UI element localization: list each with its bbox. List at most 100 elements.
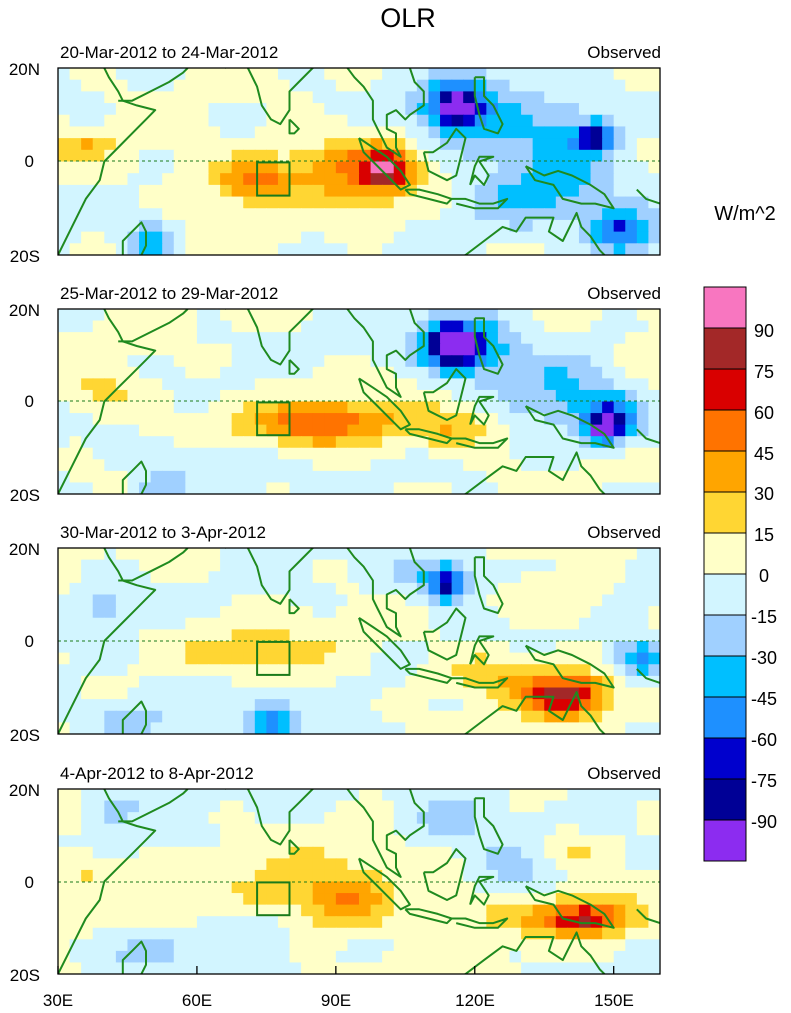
olr-cell — [301, 582, 314, 596]
olr-cell — [266, 869, 279, 883]
olr-cell — [208, 962, 221, 974]
olr-cell — [475, 734, 487, 746]
olr-cell — [231, 904, 244, 917]
olr-cell — [567, 332, 580, 345]
olr-cell — [173, 962, 186, 974]
olr-cell — [266, 320, 279, 333]
olr-cell — [92, 939, 105, 952]
olr-cell — [440, 114, 453, 128]
olr-cell — [301, 846, 314, 859]
olr-cell — [312, 846, 325, 859]
olr-cell — [613, 243, 626, 255]
olr-cell — [208, 687, 221, 700]
olr-cell — [544, 436, 557, 449]
olr-cell — [578, 722, 592, 734]
olr-cell — [544, 138, 557, 151]
olr-cell — [266, 447, 279, 460]
olr-cell — [162, 401, 175, 414]
olr-cell — [104, 255, 116, 267]
olr-cell — [173, 482, 186, 494]
olr-cell — [231, 401, 244, 414]
olr-cell — [58, 629, 71, 642]
olr-cell — [266, 184, 279, 198]
olr-cell — [92, 231, 105, 244]
olr-cell — [92, 594, 105, 607]
olr-cell — [451, 231, 464, 244]
olr-cell — [405, 800, 418, 813]
olr-cell — [591, 974, 603, 986]
olr-cell — [474, 79, 487, 92]
olr-cell — [69, 378, 82, 391]
madagascar-coast — [121, 700, 147, 734]
olr-cell — [335, 91, 349, 104]
panel-3: 30-Mar-2012 to 3-Apr-2012 Observed 20N 0… — [9, 523, 661, 746]
olr-cell — [532, 68, 545, 81]
olr-cell — [301, 208, 314, 221]
olr-cell — [231, 196, 244, 209]
olr-cell — [567, 126, 580, 139]
olr-cell — [254, 196, 267, 209]
olr-cell — [428, 582, 441, 596]
olr-cell — [521, 126, 534, 139]
olr-cell — [613, 652, 626, 665]
olr-cell — [92, 582, 105, 596]
olr-cell — [613, 835, 626, 848]
olr-cell — [393, 231, 406, 244]
olr-cell — [115, 893, 129, 906]
olr-cell — [335, 606, 349, 619]
olr-cell — [416, 699, 430, 712]
nusa-tenggara-coast — [451, 437, 509, 449]
olr-cell — [92, 823, 105, 836]
olr-cell — [289, 812, 302, 825]
olr-cell — [301, 812, 314, 825]
olr-cell — [636, 126, 650, 139]
olr-cell — [335, 219, 349, 233]
olr-cell — [428, 79, 441, 92]
olr-cell — [58, 571, 71, 584]
olr-cell — [231, 800, 244, 813]
olr-cell — [567, 548, 580, 561]
olr-cell — [648, 858, 660, 871]
olr-cell — [463, 79, 476, 92]
olr-cell — [312, 173, 325, 186]
olr-cell — [590, 582, 603, 596]
olr-cell — [277, 470, 291, 484]
olr-cell — [405, 320, 418, 333]
olr-cell — [58, 114, 71, 128]
olr-cell — [104, 494, 116, 506]
olr-cell — [463, 208, 476, 221]
olr-cell — [312, 710, 325, 723]
indochina-coast — [346, 548, 425, 638]
olr-cell — [648, 617, 660, 630]
olr-cell — [81, 916, 94, 929]
olr-cell — [521, 571, 534, 584]
olr-cell — [162, 459, 175, 472]
olr-cell — [370, 950, 383, 964]
olr-cell — [243, 893, 256, 906]
olr-cell — [497, 664, 511, 677]
olr-cell — [139, 904, 152, 917]
olr-cell — [451, 378, 464, 391]
olr-cell — [347, 606, 360, 619]
olr-cell — [636, 699, 650, 712]
olr-cell — [393, 664, 406, 677]
olr-cell — [578, 904, 592, 917]
olr-cell — [370, 617, 383, 630]
olr-cell — [196, 482, 210, 494]
olr-cell — [532, 939, 545, 952]
olr-cell — [277, 184, 291, 198]
olr-cell — [393, 916, 406, 929]
olr-cell — [625, 309, 638, 322]
olr-cell — [92, 366, 105, 379]
olr-cell — [254, 962, 267, 974]
olr-cell — [243, 950, 256, 964]
olr-cell — [382, 846, 395, 859]
olr-cell — [127, 800, 140, 813]
olr-cell — [509, 812, 522, 825]
olr-cell — [382, 447, 395, 460]
olr-cell — [243, 800, 256, 813]
olr-cell — [555, 482, 568, 494]
olr-cell — [58, 675, 71, 689]
olr-cell — [231, 482, 244, 494]
olr-cell — [521, 675, 534, 689]
